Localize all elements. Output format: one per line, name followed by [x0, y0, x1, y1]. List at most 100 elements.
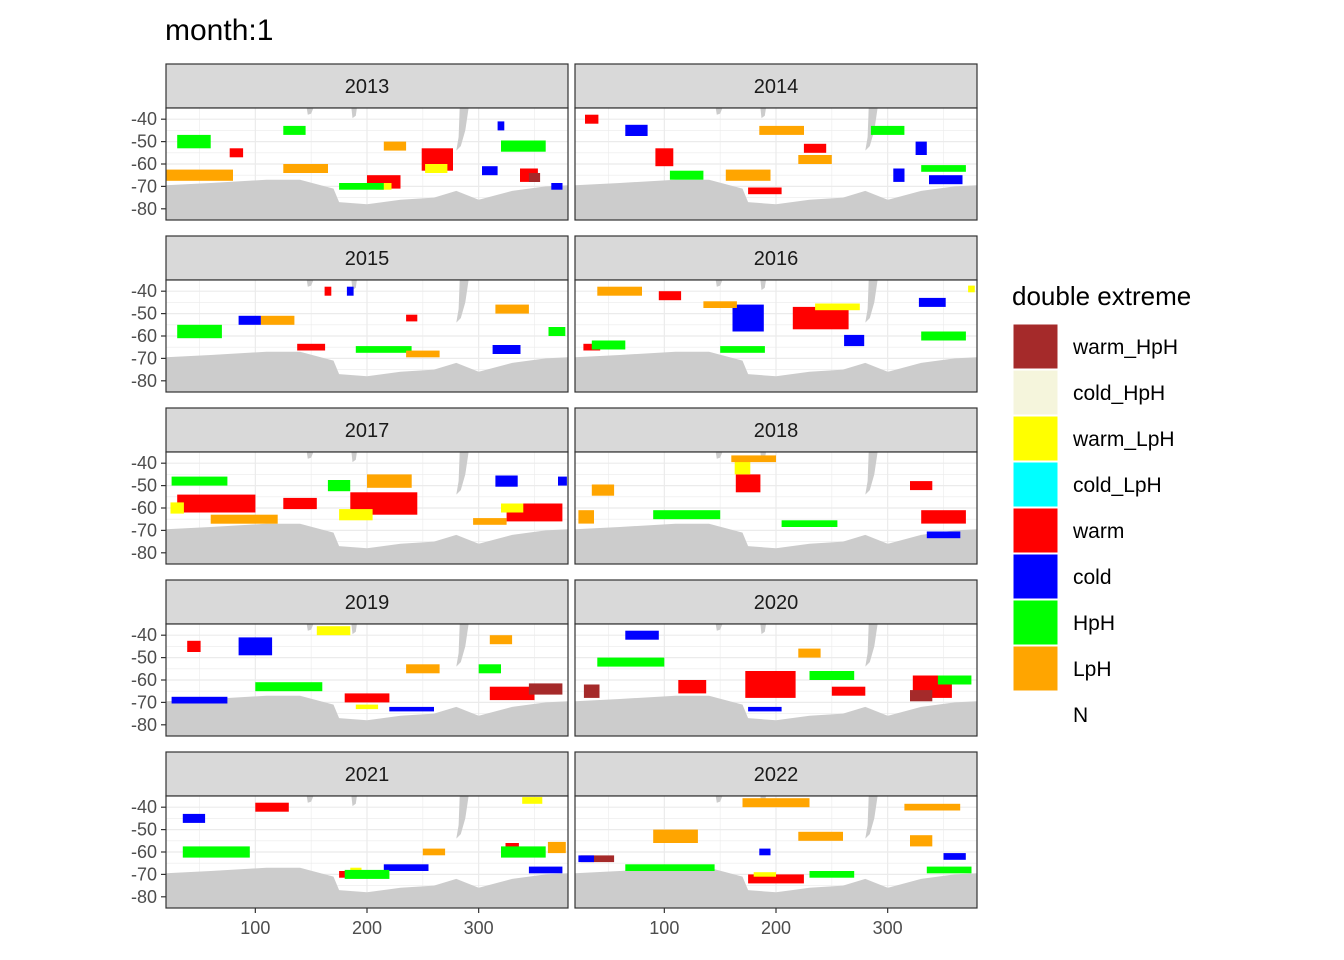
legend-label: warm [1072, 520, 1124, 543]
cell-cold [625, 630, 659, 640]
cell-cold [918, 297, 946, 307]
legend-item: cold [1012, 553, 1112, 600]
legend-swatch [1012, 691, 1059, 738]
cell-lph [383, 141, 407, 151]
cell-lph [489, 635, 513, 645]
cell-cold [528, 866, 563, 874]
cell-hph [921, 331, 966, 341]
antarctica-landmass [166, 695, 568, 736]
legend-swatch [1012, 599, 1059, 646]
antarctica-landmass [166, 179, 568, 220]
cell-cold [943, 853, 966, 860]
cell-hph [937, 675, 972, 685]
facet-panel-2019: 2019 -40 -50-60-70 -80 [131, 579, 569, 737]
cell-cold [182, 813, 206, 823]
facet-panel-2018: 2018 [574, 407, 978, 565]
south-america-landmass [865, 624, 878, 667]
facet-panel-2016: 2016 [574, 235, 978, 393]
facet-strip-label: 2017 [345, 420, 390, 442]
cell-cold [558, 476, 567, 486]
cell-hph [597, 657, 665, 667]
cell-hph [809, 871, 855, 878]
africa-landmass [715, 796, 723, 803]
antarctica-landmass [575, 523, 977, 564]
cell-cold [238, 315, 261, 325]
cell-cold [482, 166, 498, 176]
legend-swatch [1012, 415, 1059, 462]
cell-hph [339, 183, 384, 190]
cell-lph [473, 518, 507, 525]
cell-warm [255, 802, 289, 812]
cell-lph [591, 484, 615, 496]
legend-label: warm_LpH [1072, 428, 1175, 451]
facet-strip-label: 2016 [754, 248, 799, 270]
cell-hph [344, 869, 390, 879]
facet-panel-2022: 2022 100 200 300 [574, 751, 978, 938]
cell-lph [260, 315, 295, 325]
y-tick-label: -70 [131, 520, 157, 540]
cell-hph [327, 480, 351, 492]
chart-title: month:1 [165, 14, 273, 47]
antarctica-landmass [166, 351, 568, 392]
panel-border [574, 623, 978, 737]
cell-warm [748, 187, 782, 195]
cell-lph [798, 648, 821, 658]
legend: double extreme warm_HpH cold_HpH warm_LpHco… [1012, 281, 1191, 738]
y-tick-label: -50 [131, 304, 157, 324]
cell-hph [809, 671, 855, 680]
antarctica-landmass [575, 179, 977, 220]
africa-landmass [715, 108, 723, 115]
cell-warm [735, 474, 761, 493]
y-tick-label: -40 [131, 281, 157, 301]
facet-strip [165, 751, 569, 797]
legend-item: warm_HpH [1012, 323, 1178, 370]
y-tick-label: -80 [131, 543, 157, 563]
cell-hph [591, 340, 626, 350]
cell-lph [210, 514, 278, 524]
facet-strip-label: 2015 [345, 248, 390, 270]
cell-warm [283, 497, 317, 510]
facet-strip-label: 2021 [345, 764, 390, 786]
cell-cold [238, 637, 273, 656]
cell-lph [597, 286, 642, 296]
cell-warm-lph [734, 461, 751, 475]
cell-lph [547, 841, 566, 854]
legend-item: cold_LpH [1012, 461, 1162, 508]
cell-cold [171, 696, 228, 704]
legend-swatch [1012, 461, 1059, 508]
cell-warm-lph [522, 797, 543, 804]
south-america-landmass [456, 280, 469, 323]
legend-label: cold_LpH [1073, 474, 1162, 497]
cell-hph [501, 846, 546, 858]
x-tick-label: 300 [873, 918, 903, 938]
cell-warm-hph [528, 173, 541, 182]
cell-warm-lph [170, 502, 184, 514]
facet-strip-label: 2014 [754, 76, 799, 98]
legend-label: cold_HpH [1073, 382, 1165, 405]
new-zealand-landmass [351, 452, 357, 463]
legend-item: warm [1012, 507, 1124, 554]
legend-item: warm_LpH [1012, 415, 1175, 462]
cell-lph [578, 510, 594, 524]
cell-warm [229, 148, 244, 158]
cell-lph [731, 455, 776, 463]
y-tick-label: -60 [131, 670, 157, 690]
facet-strip [574, 579, 978, 625]
cell-warm-lph [501, 503, 524, 513]
legend-title: double extreme [1012, 281, 1191, 311]
legend-swatch [1012, 507, 1059, 554]
y-tick-label: -50 [131, 820, 157, 840]
legend-item: cold_HpH [1012, 369, 1165, 416]
y-tick-label: -80 [131, 887, 157, 907]
cell-lph [725, 169, 771, 181]
cell-cold [893, 168, 905, 182]
cell-lph [422, 848, 446, 856]
africa-landmass [306, 452, 314, 459]
antarctica-landmass [166, 523, 568, 564]
cell-hph [653, 510, 721, 520]
africa-landmass [306, 280, 314, 287]
y-tick-label: -50 [131, 132, 157, 152]
africa-landmass [715, 280, 723, 287]
cell-hph [171, 476, 228, 486]
antarctica-landmass [575, 351, 977, 392]
